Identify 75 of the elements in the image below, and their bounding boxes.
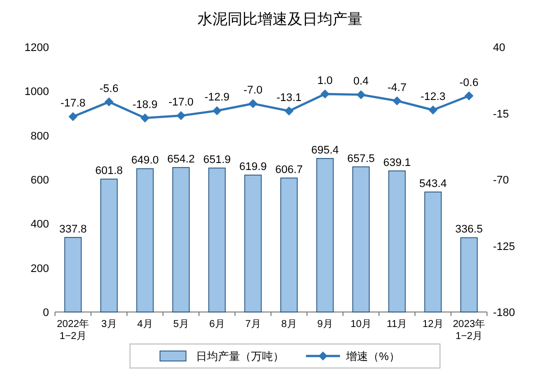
data-label: -17.0 (168, 96, 194, 109)
data-label: 0.4 (353, 76, 369, 88)
bar (352, 166, 370, 312)
data-label: 695.4 (311, 144, 339, 156)
data-label: -4.7 (388, 82, 406, 94)
data-label: 657.5 (347, 152, 375, 165)
data-label: 543.4 (419, 178, 447, 190)
y-tick-label: 1200 (24, 42, 49, 54)
bar (460, 237, 478, 312)
point (140, 113, 150, 122)
x-tick-label: 8月 (281, 319, 297, 330)
point (320, 89, 330, 98)
bar (208, 168, 226, 312)
point (464, 91, 474, 100)
point (392, 96, 402, 106)
y-tick-label: 800 (30, 130, 49, 142)
x-tick-label: 2022年 1−2月 (56, 318, 90, 342)
data-label: 1.0 (317, 74, 333, 87)
x-tick-label: 2023年 1−2月 (452, 318, 486, 342)
data-label: 654.2 (167, 154, 195, 166)
x-tick-label: 5月 (173, 319, 189, 330)
bar (316, 158, 334, 312)
data-label: -5.6 (100, 82, 118, 95)
point (248, 99, 258, 108)
x-tick-label: 9月 (317, 319, 333, 330)
data-label: -12.3 (420, 91, 446, 103)
x-tick-label: 4月 (137, 319, 153, 330)
data-label: 606.7 (275, 164, 303, 176)
point (104, 97, 114, 106)
data-label: -12.9 (204, 92, 230, 104)
bar (280, 178, 298, 312)
bar (64, 237, 82, 312)
bar (388, 170, 406, 312)
y2-tick-label: 40 (493, 42, 506, 54)
y2-tick-label: -15 (493, 108, 509, 120)
data-label: -0.6 (460, 76, 478, 89)
y2-tick-label: -125 (493, 240, 516, 253)
y2-tick-label: -70 (493, 174, 509, 186)
data-label: 601.8 (95, 165, 123, 178)
x-tick-label: 7月 (245, 319, 261, 330)
y2-tick-label: -180 (493, 307, 516, 319)
chart-title: 水泥同比增速及日均产量 (198, 11, 362, 28)
point (356, 90, 366, 100)
bar (136, 168, 154, 312)
x-tick-label: 11月 (386, 319, 408, 330)
point (428, 106, 438, 114)
x-tick-label: 3月 (101, 319, 117, 330)
data-label: 619.9 (239, 161, 267, 174)
bar (244, 174, 262, 312)
y-tick-label: 0 (42, 307, 49, 319)
data-label: -7.0 (244, 84, 262, 97)
legend-label: 增速（%） (345, 350, 400, 363)
data-label: 337.8 (59, 223, 87, 236)
point (212, 106, 222, 116)
data-label: 651.9 (203, 154, 231, 166)
x-tick-label: 10月 (350, 319, 372, 330)
data-label: -18.9 (132, 98, 158, 111)
legend-label: 日均产量（万吨） (196, 350, 284, 363)
point (176, 111, 186, 120)
data-label: -13.1 (276, 92, 302, 104)
point (284, 106, 294, 116)
bar (424, 192, 442, 312)
y-tick-label: 600 (30, 174, 49, 186)
x-tick-label: 6月 (209, 319, 225, 330)
data-label: -17.8 (60, 98, 86, 110)
data-label: 639.1 (383, 156, 411, 169)
data-label: 649.0 (131, 154, 159, 167)
y-tick-label: 200 (30, 262, 49, 275)
bar (172, 167, 190, 312)
y-tick-label: 1000 (24, 86, 49, 98)
point (68, 112, 78, 122)
bar (100, 178, 118, 312)
y-tick-label: 400 (30, 218, 49, 231)
x-tick-label: 12月 (422, 319, 444, 330)
data-label: 336.5 (455, 224, 483, 236)
